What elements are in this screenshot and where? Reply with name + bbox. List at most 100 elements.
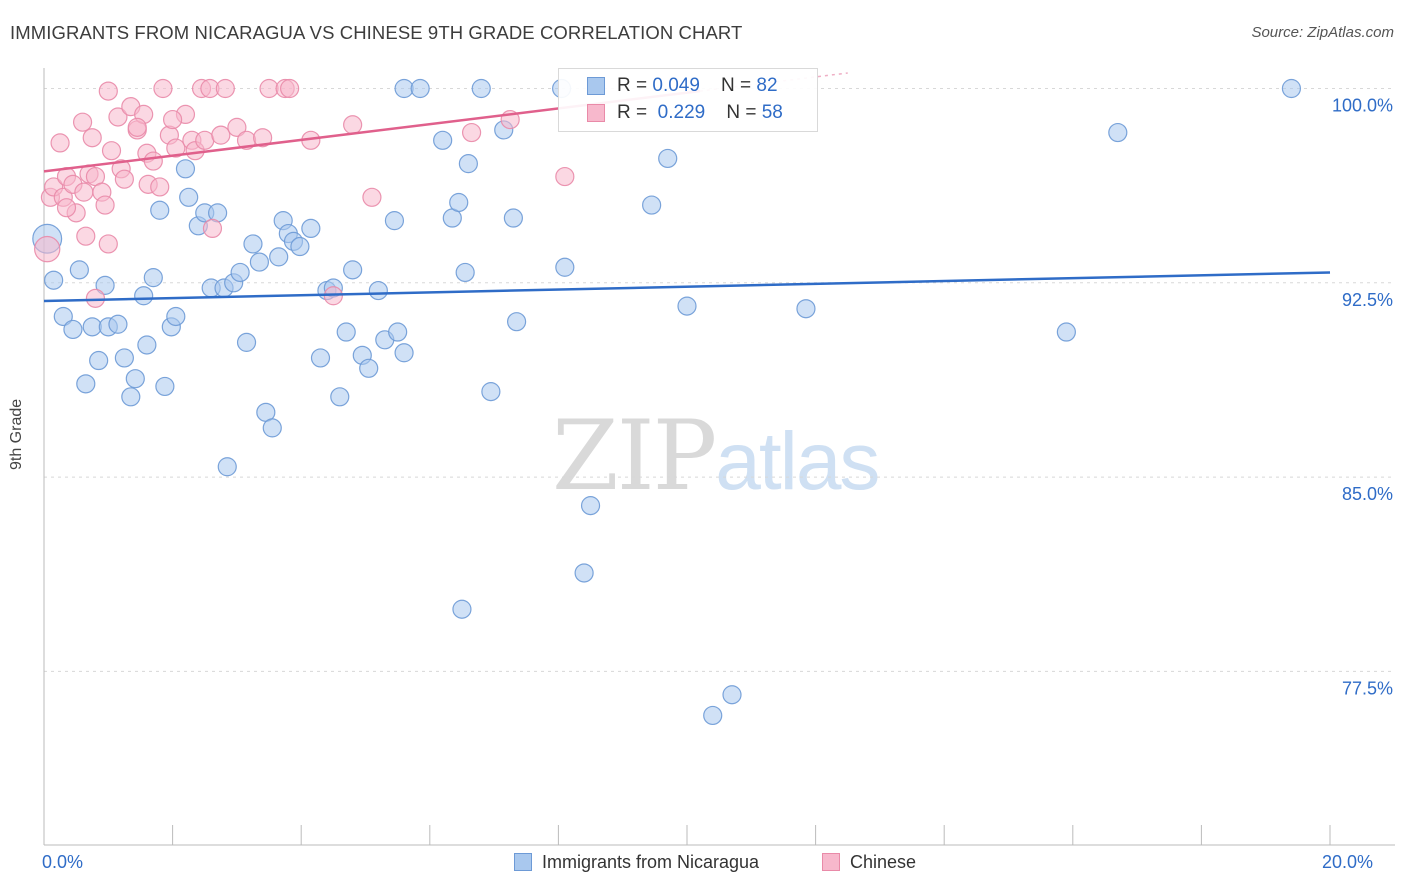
- data-point: [580, 496, 601, 516]
- data-point: [452, 599, 472, 619]
- data-point: [262, 418, 282, 438]
- data-point: [359, 358, 379, 378]
- data-point: [368, 280, 388, 301]
- data-point: [95, 275, 115, 295]
- legend-swatch-blue: [587, 77, 605, 95]
- data-point: [455, 262, 475, 283]
- data-point: [215, 78, 235, 99]
- data-point: [211, 125, 231, 145]
- data-point: [574, 563, 594, 583]
- source-label: Source: ZipAtlas.com: [1251, 24, 1394, 41]
- data-point: [388, 322, 408, 342]
- data-point: [269, 247, 289, 267]
- data-point: [555, 257, 575, 277]
- data-point: [85, 288, 106, 308]
- bottom-legend-label-chinese: Chinese: [850, 852, 917, 872]
- data-point: [114, 169, 134, 189]
- data-point: [44, 270, 64, 290]
- trend-line-nicaragua: [43, 271, 1331, 303]
- data-point: [249, 252, 270, 272]
- data-point: [114, 348, 134, 368]
- data-point: [458, 154, 478, 174]
- data-point: [153, 78, 173, 99]
- data-point: [343, 260, 363, 280]
- bottom-legend-swatch-pink: [822, 853, 840, 871]
- data-point: [127, 117, 147, 137]
- data-point: [1108, 122, 1128, 143]
- data-point: [137, 335, 157, 355]
- data-point: [82, 317, 102, 337]
- y-tick-label: 92.5%: [1342, 290, 1393, 310]
- data-point: [82, 128, 102, 148]
- data-point: [722, 685, 742, 705]
- data-point: [63, 319, 83, 340]
- data-point: [330, 387, 350, 407]
- data-point: [108, 314, 128, 334]
- data-point: [163, 109, 183, 130]
- data-point: [394, 78, 414, 99]
- x-tick-label-max: 20.0%: [1322, 852, 1374, 872]
- data-point: [195, 130, 215, 150]
- data-point: [69, 260, 89, 280]
- data-point: [217, 457, 237, 477]
- data-point: [89, 350, 109, 371]
- y-tick-label: 85.0%: [1342, 484, 1393, 504]
- data-point: [394, 343, 414, 363]
- data-point: [310, 348, 331, 368]
- data-point: [72, 112, 93, 132]
- data-point: [658, 148, 678, 169]
- data-point: [449, 192, 469, 213]
- data-point: [507, 312, 527, 332]
- chart-title: IMMIGRANTS FROM NICARAGUA VS CHINESE 9TH…: [10, 22, 743, 43]
- legend-r-label: R =: [617, 75, 653, 96]
- data-point: [227, 117, 247, 137]
- data-point: [243, 234, 263, 254]
- data-point: [1281, 78, 1302, 99]
- data-point: [677, 296, 697, 316]
- data-point: [56, 198, 77, 218]
- series-nicaragua-points: [32, 78, 1302, 726]
- watermark-zip: ZIP: [552, 400, 717, 512]
- data-point: [259, 78, 279, 99]
- bottom-legend-swatch-blue: [514, 853, 532, 871]
- data-point: [796, 299, 816, 319]
- data-point: [253, 128, 273, 148]
- bottom-legend-chinese: Chinese: [822, 852, 916, 873]
- data-point: [280, 78, 300, 99]
- data-point: [76, 374, 96, 394]
- data-point: [236, 332, 257, 352]
- data-point: [166, 306, 186, 327]
- data-point: [34, 235, 61, 263]
- data-point: [384, 211, 405, 231]
- data-point: [343, 115, 363, 135]
- data-point: [461, 122, 482, 143]
- data-point: [108, 107, 128, 127]
- data-point: [143, 151, 163, 171]
- watermark-atlas: atlas: [715, 416, 880, 507]
- data-point: [410, 78, 430, 99]
- data-point: [74, 182, 94, 202]
- data-point: [50, 133, 70, 153]
- data-point: [179, 187, 199, 207]
- data-point: [53, 306, 73, 327]
- legend-n-value-blue: 82: [756, 75, 778, 96]
- data-point: [143, 268, 163, 288]
- data-point: [121, 387, 141, 407]
- legend-n-label: N =: [721, 75, 757, 96]
- legend-n-value-pink: 58: [761, 102, 783, 123]
- data-point: [175, 159, 196, 179]
- data-point: [166, 138, 186, 158]
- data-point: [98, 81, 118, 101]
- x-tick-label-min: 0.0%: [42, 852, 84, 872]
- y-tick-label: 77.5%: [1342, 678, 1393, 698]
- legend-swatch-pink: [587, 104, 605, 122]
- series-chinese-points: [34, 78, 575, 308]
- data-point: [230, 262, 250, 283]
- data-point: [336, 322, 356, 342]
- data-point: [555, 166, 575, 187]
- data-point: [150, 177, 170, 197]
- data-point: [134, 286, 154, 306]
- legend-r-value-blue: 0.049: [652, 75, 700, 96]
- data-point: [481, 382, 501, 402]
